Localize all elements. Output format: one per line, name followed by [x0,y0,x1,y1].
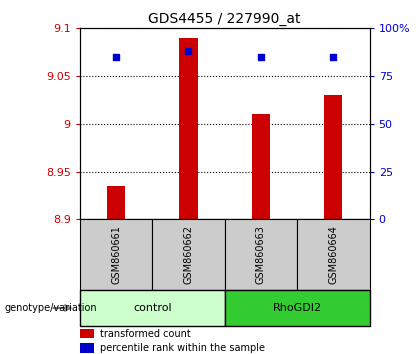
Bar [324,95,342,219]
Point [113,54,119,60]
Text: GSM860662: GSM860662 [184,225,194,284]
Bar [80,343,94,353]
Bar [152,219,225,290]
Point [257,54,264,60]
Bar [179,38,197,219]
Bar [252,114,270,219]
Bar [297,219,370,290]
Text: GSM860664: GSM860664 [328,225,339,284]
Text: genotype/variation: genotype/variation [4,303,97,313]
Text: transformed count: transformed count [100,329,191,339]
Bar [80,290,225,326]
Bar [80,329,94,338]
Text: percentile rank within the sample: percentile rank within the sample [100,343,265,353]
Text: control: control [133,303,171,313]
Bar [225,290,370,326]
Bar [225,219,297,290]
Text: GSM860663: GSM860663 [256,225,266,284]
Text: GSM860661: GSM860661 [111,225,121,284]
Bar [107,186,125,219]
Text: RhoGDI2: RhoGDI2 [273,303,322,313]
Point [185,48,192,54]
Bar [80,219,152,290]
Title: GDS4455 / 227990_at: GDS4455 / 227990_at [148,12,301,26]
Point [330,54,337,60]
